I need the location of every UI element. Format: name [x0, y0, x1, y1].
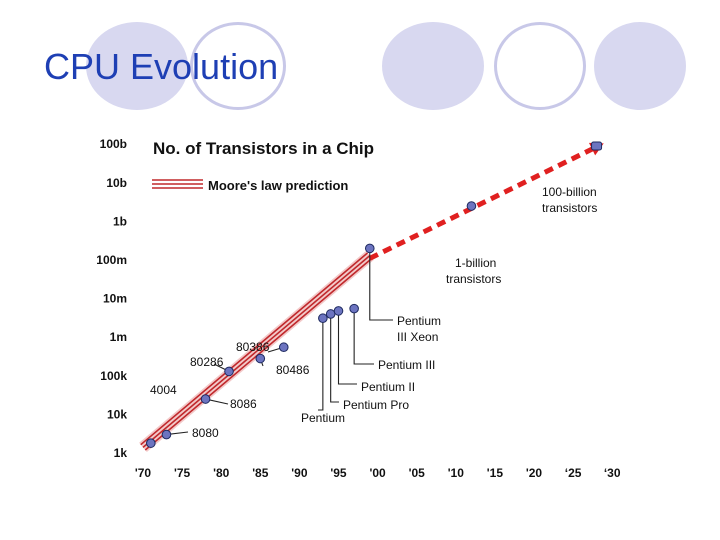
decorative-circle	[382, 22, 484, 110]
x-tick-label: '70	[135, 466, 152, 480]
y-tick-label: 10k	[107, 407, 127, 421]
y-tick-label: 1b	[113, 214, 127, 228]
annotation-80486: 80486	[276, 363, 310, 377]
decorative-circle	[190, 22, 286, 110]
leader-line	[369, 248, 393, 321]
annotation-80386: 80386	[236, 340, 270, 354]
legend: Moore's law prediction	[152, 178, 348, 193]
annotation-pentium-iii: Pentium III	[378, 358, 435, 372]
legend-label: Moore's law prediction	[208, 178, 348, 193]
y-tick-label: 1k	[114, 446, 128, 460]
y-tick-label: 100m	[96, 253, 127, 267]
data-point	[364, 243, 375, 254]
data-point	[333, 306, 344, 316]
decorative-circle	[494, 22, 586, 110]
trend-line	[142, 254, 371, 448]
x-tick-label: ‘30	[604, 466, 621, 480]
x-tick-label: ‘25	[565, 466, 582, 480]
data-point	[349, 303, 359, 314]
data-point	[466, 201, 477, 211]
data-point	[318, 313, 328, 324]
x-tick-label: '95	[330, 466, 347, 480]
annotation-pentium-iii-xeon-line1: Pentium	[397, 314, 441, 328]
leader-line	[318, 318, 324, 411]
data-points	[146, 141, 603, 448]
y-tick-label: 1m	[110, 330, 127, 344]
annotation-pentium-ii: Pentium II	[361, 380, 415, 394]
x-tick-label: '05	[409, 466, 426, 480]
annotation-8080: 8080	[192, 426, 219, 440]
x-tick-label: '00	[369, 466, 386, 480]
annotation-4004: 4004	[150, 383, 177, 397]
data-point	[591, 141, 603, 151]
data-point	[255, 353, 266, 364]
x-tick-label: '85	[252, 466, 269, 480]
x-tick-label: '80	[213, 466, 230, 480]
annotation-pentium: Pentium	[301, 411, 345, 425]
y-tick-label: 100b	[100, 137, 127, 151]
data-point	[200, 394, 211, 404]
trend-line	[140, 252, 369, 446]
annotation-80286: 80286	[190, 355, 224, 369]
slide-title: CPU Evolution	[44, 46, 279, 87]
x-axis-ticks: '70 '75 '80 '85 '90 '95 '00 '05 '10 '15 '20 ‘25 ‘30	[135, 466, 621, 480]
annotations: 4004 8080 8086 80286 80386 80486 Pentium…	[150, 185, 597, 440]
annotation-1-billion-line1: 1-billion	[455, 256, 496, 270]
annotation-pentium-pro: Pentium Pro	[343, 398, 409, 412]
data-point	[224, 366, 234, 377]
leader-line	[337, 310, 357, 385]
annotation-100-billion-line2: transistors	[542, 201, 597, 215]
annotation-8086: 8086	[230, 397, 257, 411]
y-axis-ticks: 1k 10k 100k 1m 10m 100m 1b 10b 100b	[96, 137, 127, 460]
x-tick-label: '15	[487, 466, 504, 480]
x-tick-label: '90	[291, 466, 308, 480]
leader-line	[353, 308, 374, 365]
data-point	[161, 429, 172, 440]
data-point	[325, 309, 336, 319]
y-tick-label: 10b	[106, 176, 127, 190]
annotation-100-billion-line1: 100-billion	[542, 185, 597, 199]
y-tick-label: 100k	[100, 369, 127, 383]
chart-title: No. of Transistors in a Chip	[153, 139, 374, 158]
annotation-1-billion-line2: transistors	[446, 272, 501, 286]
decorative-circle	[86, 22, 188, 110]
data-point	[146, 438, 156, 448]
x-tick-label: '20	[526, 466, 543, 480]
data-point	[278, 342, 289, 353]
decorative-circle	[594, 22, 686, 110]
x-tick-label: '10	[448, 466, 465, 480]
leader-line	[330, 313, 339, 403]
x-tick-label: '75	[174, 466, 191, 480]
prediction-dashed-line	[368, 144, 598, 261]
y-tick-label: 10m	[103, 292, 127, 306]
annotation-pentium-iii-xeon-line2: III Xeon	[397, 330, 438, 344]
